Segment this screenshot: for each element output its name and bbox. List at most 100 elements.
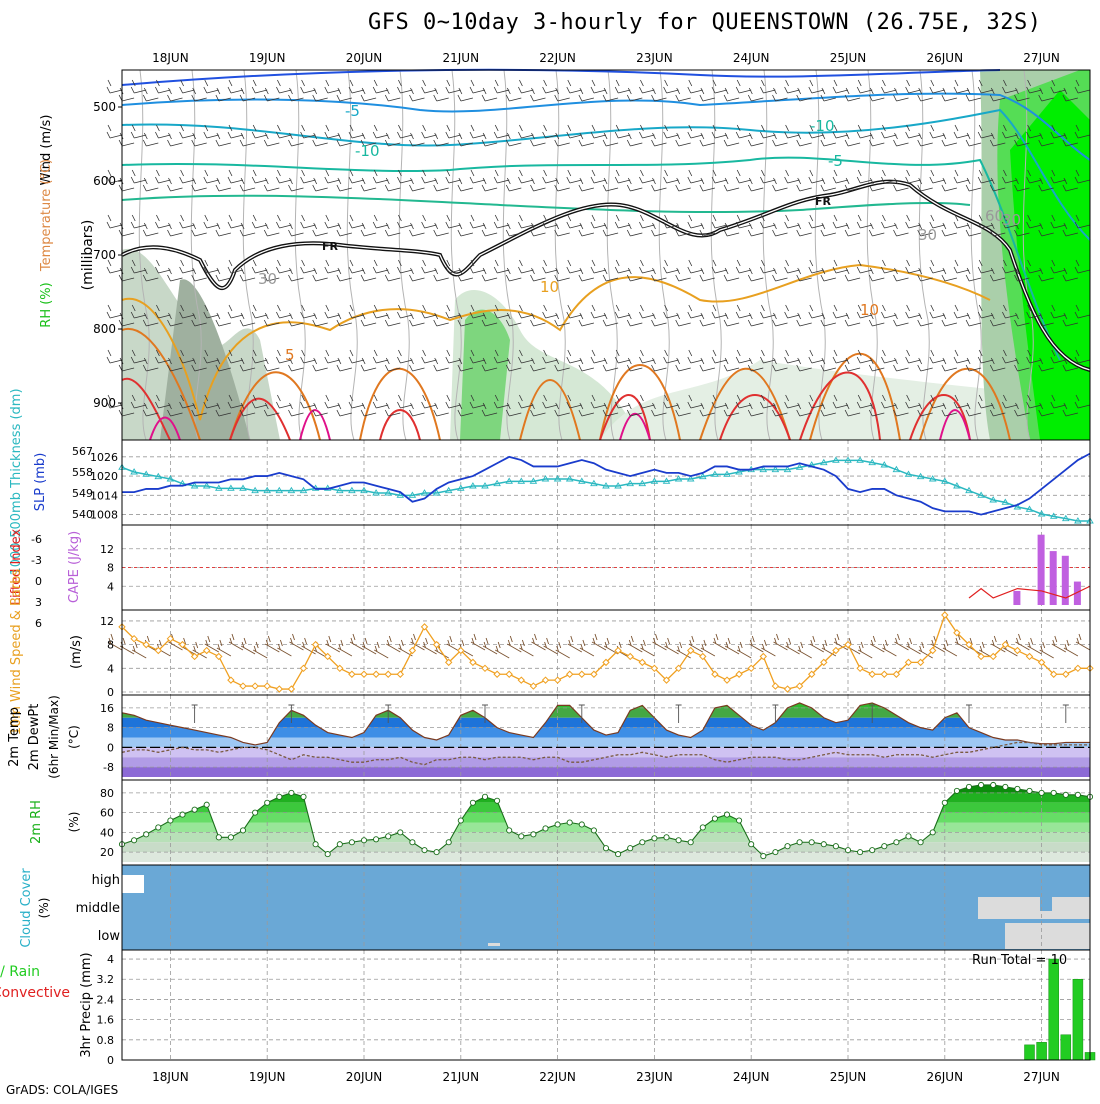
cape-bar (1037, 534, 1045, 605)
wind-barb (893, 177, 909, 192)
temp-minmax-marker (869, 704, 876, 723)
wind-barb (397, 214, 413, 229)
wind10m-barb (797, 641, 812, 659)
temp-axis-label: 2m Temp (7, 707, 22, 767)
wind-barb (397, 124, 413, 139)
temp-contour-cold-4 (121, 194, 971, 214)
wind-barb (602, 132, 619, 147)
wind-barb (360, 87, 377, 102)
wind-barb (324, 349, 340, 364)
wind-barb (481, 267, 498, 282)
wind10m-barb (531, 633, 546, 651)
wind-barb (1038, 177, 1054, 192)
wind-barb (796, 87, 812, 102)
thickness-point (626, 479, 634, 487)
wind-speed-point (287, 685, 296, 693)
wind-speed-point (783, 685, 792, 693)
wind-barb (917, 222, 933, 237)
wind-barb (203, 124, 219, 139)
wind-barb (784, 124, 800, 139)
wind10m-barb (833, 633, 849, 651)
rh-point (252, 809, 259, 816)
wind-barb (711, 259, 728, 274)
wind-speed-point (626, 652, 634, 661)
wind10m-barb (567, 635, 583, 653)
wind-speed-point (832, 646, 840, 655)
rh-point (675, 837, 682, 844)
wind-barb (227, 124, 244, 139)
wind-barb (481, 177, 498, 192)
wind-barb (191, 132, 207, 147)
wind-barb (663, 79, 679, 94)
wind-barb (989, 402, 1006, 417)
wind-barb (953, 349, 970, 364)
wind-barb (675, 87, 691, 102)
li-tick-label: 0 (35, 575, 42, 588)
wind-barb (566, 169, 582, 184)
wind-barb (953, 79, 970, 94)
wind-barb (530, 222, 546, 237)
wind-barb (130, 214, 147, 229)
wind-barb (989, 87, 1006, 102)
wind-barb (639, 169, 655, 184)
wind-barb (276, 259, 292, 274)
run-total-label: Run Total = 10 (972, 953, 1067, 968)
wind-barb (288, 312, 304, 327)
wind-barb (760, 349, 776, 364)
wind10m-barb (107, 633, 123, 651)
rh-point (651, 835, 658, 842)
wind-barb (820, 312, 836, 327)
wind-barb (626, 402, 643, 417)
wind-barb (820, 267, 836, 282)
wind-barb (929, 304, 945, 319)
rh-point (155, 824, 162, 831)
wind-barb (1014, 132, 1030, 147)
wind-barb (808, 124, 824, 139)
wind-barb (130, 124, 147, 139)
wind-barb (203, 79, 219, 94)
wind-barb (469, 259, 486, 274)
pressure-tick-label: 700 (93, 248, 116, 262)
wind-barb (179, 124, 195, 139)
wind-barb (651, 177, 667, 192)
wind-barb (1074, 394, 1091, 409)
wind-barb (106, 214, 123, 229)
wind-barb (941, 357, 957, 372)
wind-speed-point (699, 652, 707, 661)
wind-barb (723, 357, 740, 372)
wind-barb (142, 177, 159, 192)
wind-barb (215, 222, 231, 237)
thickness-point (565, 475, 574, 482)
lifted-index-axis-label: Lifted Index (9, 528, 24, 605)
rh2m-axis-label: 2m RH (29, 800, 44, 844)
rh-contour-11 (710, 69, 722, 441)
thickness-point (444, 486, 453, 494)
thickness-point (202, 482, 211, 489)
wind10m-barb (507, 635, 522, 653)
wind-speed-point (953, 629, 961, 637)
wind-barb (324, 259, 340, 274)
wind10m-unit-label: (m/s) (69, 635, 84, 669)
wind10m-barb (1063, 639, 1079, 657)
bottom-day-label: 26JUN (927, 1070, 964, 1084)
wind-barb (300, 259, 316, 274)
wind-barb (893, 402, 909, 417)
wind-barb (1002, 214, 1018, 229)
rh-point (227, 834, 234, 841)
wind-barb (433, 267, 449, 282)
wind-barb (505, 222, 522, 237)
wind-barb (1038, 357, 1054, 372)
thickness-tick-label: 540 (72, 508, 93, 521)
wind-speed-point (892, 670, 901, 678)
rh-band (122, 852, 1090, 862)
wind-barb (808, 304, 824, 319)
wind-barb (784, 394, 800, 409)
rh-point (687, 839, 694, 846)
wind-barb (651, 357, 667, 372)
dewpoint-line (121, 741, 1090, 766)
wind-barb (844, 87, 861, 102)
wind-barb (760, 124, 776, 139)
temp-tick-label: -8 (103, 761, 114, 774)
wind-speed-point (227, 676, 235, 684)
cape-axis-label: CAPE (J/kg) (67, 531, 82, 603)
